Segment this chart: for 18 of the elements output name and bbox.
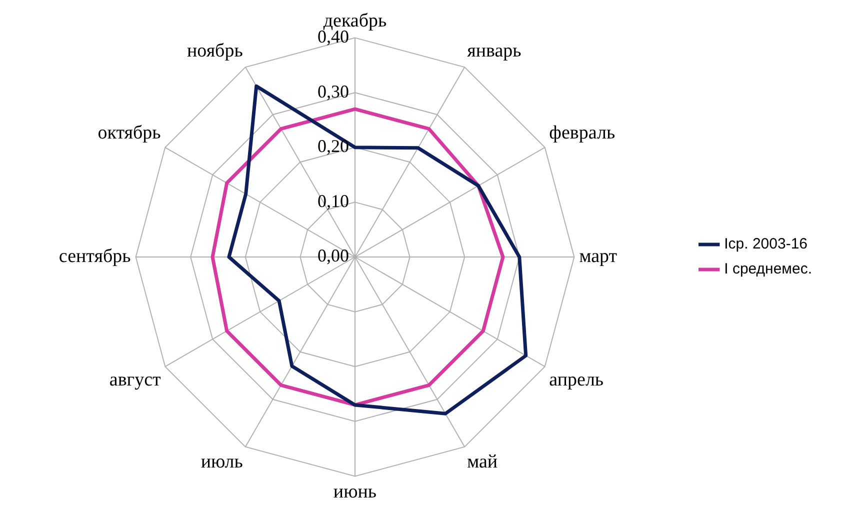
y-tick-label: 0,10 bbox=[318, 190, 349, 211]
spoke-label: ноябрь bbox=[187, 40, 244, 62]
spoke-label: апрель bbox=[549, 369, 604, 390]
legend-label: Iср. 2003-16 bbox=[724, 236, 808, 253]
spoke-label: январь bbox=[467, 40, 522, 62]
spoke-label: сентябрь bbox=[58, 246, 132, 267]
spoke-label: декабрь bbox=[323, 10, 387, 32]
spoke-label: август bbox=[109, 369, 162, 390]
spoke-label: март bbox=[579, 246, 618, 267]
y-tick-label: 0,30 bbox=[318, 81, 349, 102]
spoke-label: июль bbox=[200, 452, 244, 473]
y-tick-label: 0,20 bbox=[318, 136, 349, 156]
legend-label: I среднемес. bbox=[724, 260, 812, 278]
y-tick-label: 0,00 bbox=[318, 246, 349, 266]
spoke-label: октябрь bbox=[98, 122, 162, 144]
spoke-label: июнь bbox=[333, 482, 377, 503]
spoke-label: май bbox=[467, 452, 498, 473]
spoke-label: февраль bbox=[549, 122, 616, 144]
